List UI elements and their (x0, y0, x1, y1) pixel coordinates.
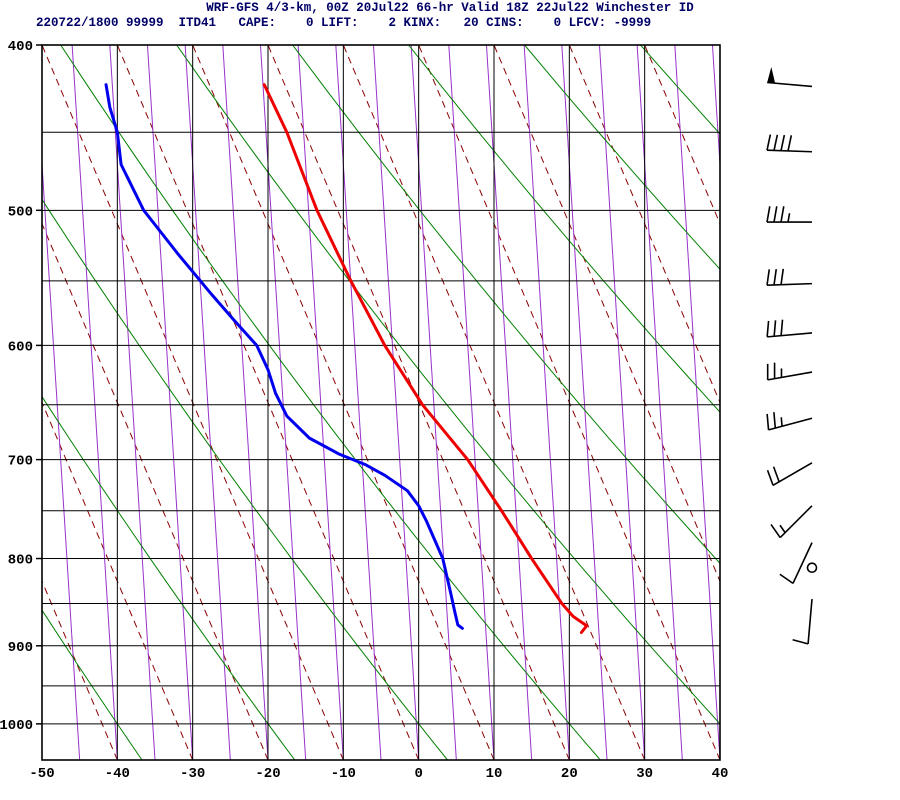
svg-text:40: 40 (712, 766, 729, 782)
wind-barb (792, 599, 813, 645)
chart-stats-line: 220722/1800 99999 ITD41 CAPE: 0 LIFT: 2 … (36, 16, 652, 30)
svg-text:20: 20 (561, 766, 578, 782)
svg-text:0: 0 (414, 766, 422, 782)
svg-text:800: 800 (8, 553, 33, 569)
dewpoint-profile (104, 83, 464, 630)
svg-text:1000: 1000 (0, 718, 33, 734)
wind-barb (766, 134, 813, 153)
svg-text:400: 400 (8, 39, 33, 55)
svg-text:500: 500 (8, 204, 33, 220)
svg-text:-20: -20 (255, 766, 280, 782)
wind-barb (766, 206, 812, 223)
svg-text:-10: -10 (331, 766, 356, 782)
wind-barb (770, 505, 813, 539)
background-lines (42, 45, 720, 760)
svg-text:600: 600 (8, 339, 33, 355)
wind-barb (766, 319, 813, 338)
chart-title: WRF-GFS 4/3-km, 00Z 20Jul22 66-hr Valid … (206, 1, 694, 15)
wind-barb (766, 412, 813, 431)
wind-barb (806, 562, 818, 574)
svg-text:10: 10 (486, 766, 503, 782)
svg-text:-30: -30 (180, 766, 205, 782)
plot-border (41, 44, 721, 761)
x-axis-labels: -50 -40 -30 -20 -10 0 10 20 30 40 (29, 766, 728, 782)
temperature-profile (262, 83, 589, 635)
svg-text:700: 700 (8, 454, 33, 470)
moist-adiabats (42, 45, 720, 760)
grid (41, 44, 721, 761)
wind-barb (767, 67, 813, 88)
y-axis-labels: 400 500 600 700 800 900 1000 (0, 39, 42, 734)
wind-barb (766, 362, 813, 381)
wind-barbs (766, 67, 818, 645)
wind-barb (766, 462, 813, 486)
svg-text:-50: -50 (29, 766, 54, 782)
wind-barb (779, 542, 813, 585)
svg-text:-40: -40 (105, 766, 130, 782)
svg-text:900: 900 (8, 640, 33, 656)
dry-adiabats (42, 45, 720, 760)
wind-barb (766, 268, 813, 286)
svg-text:30: 30 (636, 766, 653, 782)
